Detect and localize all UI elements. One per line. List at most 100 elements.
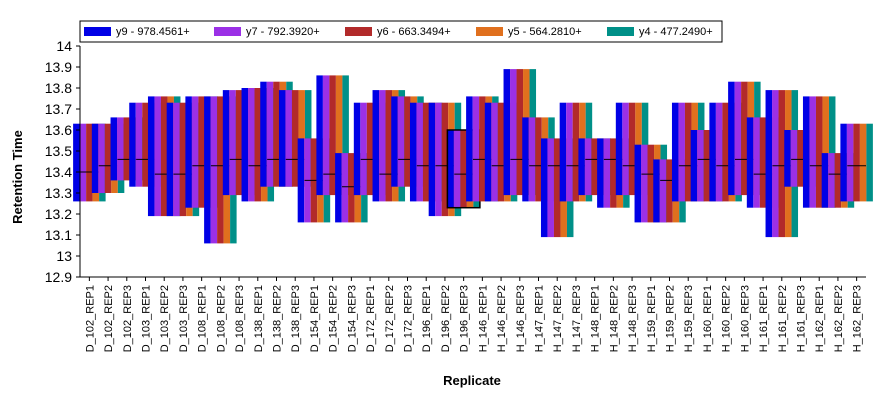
bar-segment (497, 102, 505, 202)
bar-segment (647, 144, 655, 223)
y-tick-label: 13 (56, 248, 72, 264)
bar-segment (584, 138, 592, 196)
bar-segment (341, 153, 349, 223)
bar-segment (821, 153, 829, 208)
bar-segment (254, 88, 262, 202)
bar-segment (578, 138, 585, 196)
bar-segment (484, 102, 492, 202)
y-tick-label: 13.7 (45, 101, 72, 117)
bar-segment (759, 117, 767, 208)
y-tick-label: 13.1 (45, 227, 72, 243)
bar-segment (659, 159, 667, 223)
bar-segment (73, 123, 80, 202)
bar-segment (671, 102, 679, 202)
bar-segment (559, 102, 567, 202)
bar-segment (828, 153, 835, 208)
bar-segment (342, 75, 349, 196)
bar-segment (129, 102, 136, 187)
bar-segment (866, 123, 873, 202)
bars-layer (73, 69, 873, 244)
x-tick-label: D_154_REP2 (328, 285, 340, 352)
legend-label: y6 - 663.3494+ (377, 26, 451, 38)
legend-swatch (607, 27, 634, 36)
bar-segment (491, 102, 498, 202)
bar-segment (846, 123, 854, 202)
bar-segment (360, 102, 367, 196)
x-tick-label: H_161_REP2 (777, 285, 789, 352)
y-tick-label: 13.4 (45, 164, 72, 180)
bar-segment (409, 102, 417, 202)
bar-segment (316, 75, 323, 196)
x-tick-label: D_102_REP3 (122, 285, 134, 352)
bar-segment (547, 138, 554, 238)
x-tick-label: H_159_REP3 (683, 285, 695, 352)
bar-segment (622, 102, 629, 196)
bar-segment (278, 90, 286, 187)
y-tick-label: 13.3 (45, 185, 72, 201)
bar-segment (285, 90, 292, 187)
bar-segment (522, 117, 529, 202)
bar-segment (709, 102, 716, 202)
bar-segment (746, 117, 754, 208)
x-tick-label: H_161_REP3 (796, 285, 808, 352)
bar-segment (453, 130, 461, 208)
bar-segment (772, 90, 779, 238)
x-tick-label: D_138_REP3 (290, 285, 302, 352)
x-tick-label: D_154_REP3 (346, 285, 358, 352)
x-tick-label: D_196_REP2 (440, 285, 452, 352)
x-tick-label: H_162_REP3 (852, 285, 864, 352)
x-axis-title: Replicate (443, 373, 501, 388)
bar-segment (516, 69, 524, 196)
bar-segment (173, 102, 180, 217)
x-tick-label: D_172_REP2 (384, 285, 396, 352)
bar-segment (540, 138, 548, 238)
legend-swatch (214, 27, 241, 36)
bar-segment (353, 102, 361, 196)
x-tick-label: H_162_REP2 (833, 285, 845, 352)
bar-segment (503, 69, 511, 196)
x-tick-label: D_108_REP1 (197, 285, 209, 352)
x-tick-label: H_146_REP2 (496, 285, 508, 352)
bar-segment (335, 153, 342, 223)
x-tick-label: H_146_REP1 (477, 285, 489, 352)
legend-label: y9 - 978.4561+ (116, 26, 190, 38)
bar-segment (397, 96, 405, 187)
bar-segment (335, 75, 343, 196)
bar-segment (391, 96, 398, 187)
bar-segment (753, 117, 760, 208)
bar-segment (428, 102, 436, 217)
bar-segment (210, 96, 218, 244)
bar-segment (591, 138, 598, 196)
x-tick-label: D_196_REP3 (459, 285, 471, 352)
bar-segment (741, 81, 748, 196)
x-tick-label: D_196_REP1 (421, 285, 433, 352)
bar-segment (697, 130, 704, 202)
bar-segment (784, 130, 791, 187)
x-tick-label: H_159_REP1 (646, 285, 658, 352)
bar-segment (79, 123, 87, 202)
x-tick-label: D_108_REP2 (215, 285, 227, 352)
bar-segment (241, 88, 249, 202)
x-tick-label: H_146_REP3 (515, 285, 527, 352)
x-tick-label: D_103_REP2 (159, 285, 171, 352)
bar-segment (466, 96, 473, 202)
bar-segment (610, 138, 617, 208)
bar-segment (690, 130, 698, 202)
bar-segment (179, 102, 187, 217)
bar-segment (160, 96, 168, 217)
bar-segment (385, 90, 393, 202)
bar-segment (703, 130, 711, 202)
bar-segment (91, 123, 99, 193)
x-tick-label: H_148_REP2 (608, 285, 620, 352)
x-tick-label: D_102_REP1 (84, 285, 96, 352)
bar-segment (460, 130, 467, 208)
bar-segment (379, 90, 386, 202)
bar-segment (297, 138, 305, 223)
legend: y9 - 978.4561+ y7 - 792.3920+ y6 - 663.349… (79, 20, 723, 43)
y-tick-label: 13.5 (45, 143, 72, 159)
bar-segment (322, 75, 330, 196)
bar-segment (447, 130, 454, 208)
x-tick-label: D_138_REP1 (253, 285, 265, 352)
bar-segment (123, 117, 131, 181)
bar-segment (809, 96, 816, 208)
